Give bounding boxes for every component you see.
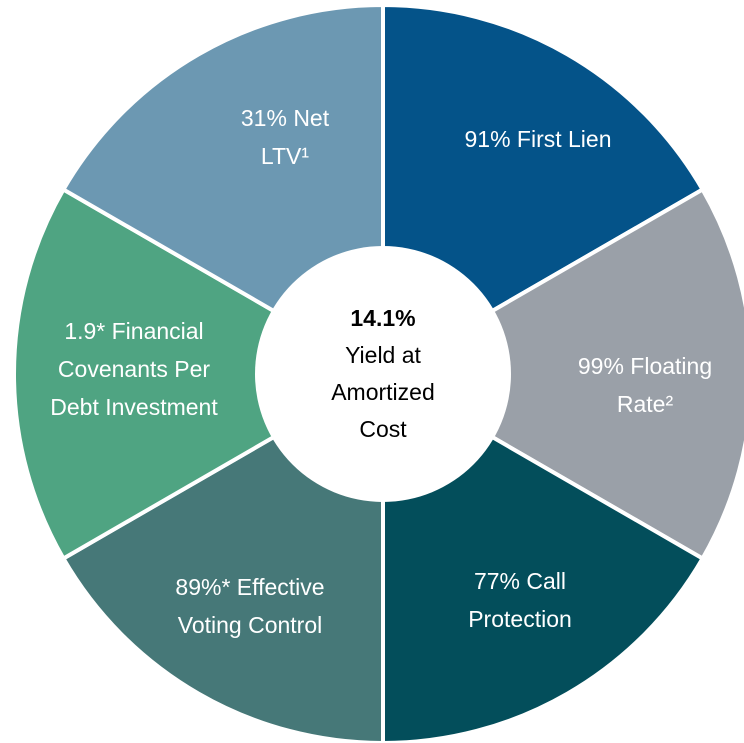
center-label: Amortized [331,379,435,405]
segment-label: Voting Control [178,612,322,638]
segment-label: Protection [468,606,572,632]
segment-label: Debt Investment [50,394,218,420]
segment [379,186,744,562]
segment-label: Rate² [617,391,674,417]
center-label: 14.1% [350,305,415,331]
segment-label: LTV¹ [261,143,309,169]
segment-label: 77% Call [474,568,566,594]
segment-label: 1.9* Financial [64,318,203,344]
center-label: Yield at [345,342,421,368]
segment-label: 99% Floating [578,353,712,379]
segment-label: 89%* Effective [175,574,324,600]
center-circle [255,246,511,502]
center-label: Cost [359,416,407,442]
segment-label: 91% First Lien [464,126,611,152]
segment [12,186,388,562]
segment-label: Covenants Per [58,356,210,382]
segment-label: 31% Net [241,105,330,131]
